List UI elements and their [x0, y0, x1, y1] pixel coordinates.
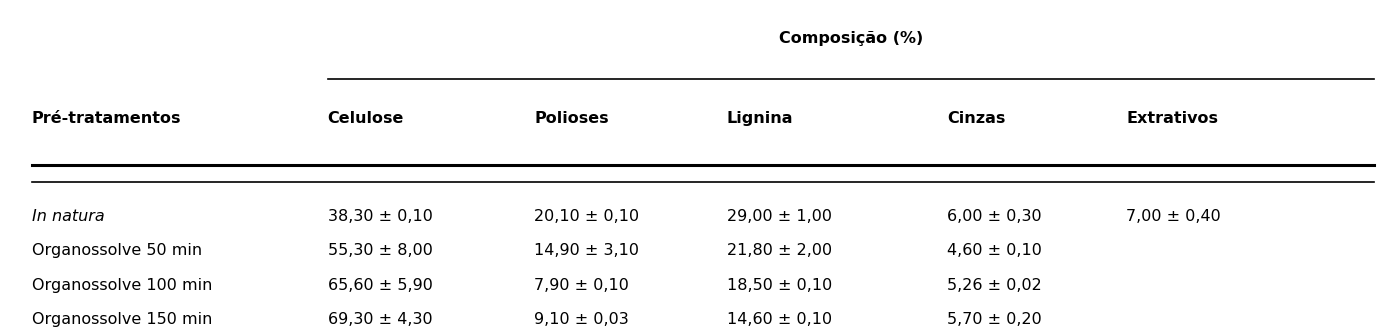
- Text: 4,60 ± 0,10: 4,60 ± 0,10: [947, 243, 1042, 258]
- Text: Lignina: Lignina: [727, 112, 794, 126]
- Text: 7,00 ± 0,40: 7,00 ± 0,40: [1126, 209, 1222, 224]
- Text: Polioses: Polioses: [535, 112, 609, 126]
- Text: 21,80 ± 2,00: 21,80 ± 2,00: [727, 243, 832, 258]
- Text: 38,30 ± 0,10: 38,30 ± 0,10: [328, 209, 432, 224]
- Text: Composição (%): Composição (%): [778, 31, 922, 46]
- Text: 18,50 ± 0,10: 18,50 ± 0,10: [727, 278, 832, 293]
- Text: 14,90 ± 3,10: 14,90 ± 3,10: [535, 243, 640, 258]
- Text: Cinzas: Cinzas: [947, 112, 1006, 126]
- Text: Pré-tratamentos: Pré-tratamentos: [32, 112, 181, 126]
- Text: Organossolve 100 min: Organossolve 100 min: [32, 278, 212, 293]
- Text: Celulose: Celulose: [328, 112, 404, 126]
- Text: 5,70 ± 0,20: 5,70 ± 0,20: [947, 312, 1042, 327]
- Text: 5,26 ± 0,02: 5,26 ± 0,02: [947, 278, 1042, 293]
- Text: Organossolve 50 min: Organossolve 50 min: [32, 243, 202, 258]
- Text: Organossolve 150 min: Organossolve 150 min: [32, 312, 212, 327]
- Text: 65,60 ± 5,90: 65,60 ± 5,90: [328, 278, 432, 293]
- Text: 9,10 ± 0,03: 9,10 ± 0,03: [535, 312, 629, 327]
- Text: 7,90 ± 0,10: 7,90 ± 0,10: [535, 278, 629, 293]
- Text: In natura: In natura: [32, 209, 104, 224]
- Text: 29,00 ± 1,00: 29,00 ± 1,00: [727, 209, 832, 224]
- Text: 6,00 ± 0,30: 6,00 ± 0,30: [947, 209, 1042, 224]
- Text: 14,60 ± 0,10: 14,60 ± 0,10: [727, 312, 832, 327]
- Text: 69,30 ± 4,30: 69,30 ± 4,30: [328, 312, 432, 327]
- Text: 55,30 ± 8,00: 55,30 ± 8,00: [328, 243, 432, 258]
- Text: 20,10 ± 0,10: 20,10 ± 0,10: [535, 209, 640, 224]
- Text: Extrativos: Extrativos: [1126, 112, 1219, 126]
